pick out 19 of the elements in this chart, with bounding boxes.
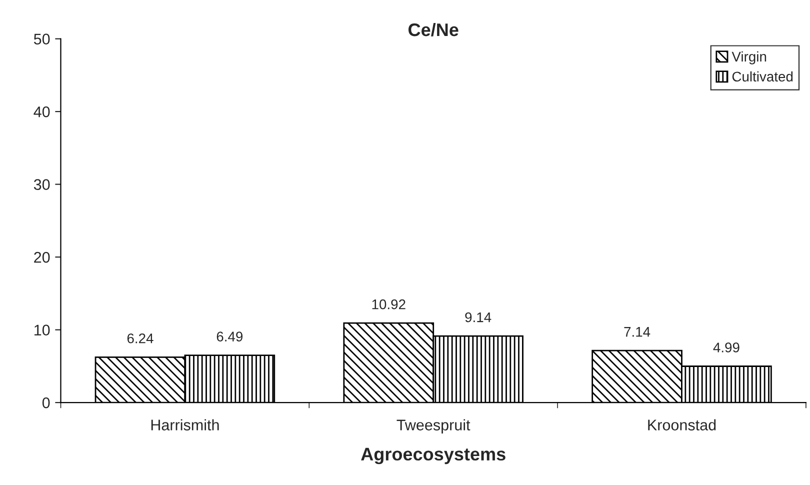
data-label: 7.14 (624, 327, 650, 337)
y-tick-label: 10 (34, 324, 50, 336)
x-tick-label: Harrismith (151, 419, 219, 430)
y-tick-label: 40 (34, 106, 50, 118)
data-label: 9.14 (465, 312, 492, 322)
x-tick-label: Tweespruit (396, 419, 470, 434)
legend-label: Cultivated (732, 71, 793, 82)
y-tick-label: 0 (42, 397, 50, 408)
y-tick-label: 20 (34, 252, 50, 263)
data-label: 6.49 (216, 332, 243, 342)
x-tick-label: Kroonstad (648, 419, 716, 430)
x-axis-title: Agroecosystems (361, 448, 506, 464)
data-label: 4.99 (713, 342, 740, 352)
data-label: 6.24 (127, 333, 154, 344)
y-tick-label: 30 (34, 179, 50, 190)
data-label: 10.92 (372, 299, 406, 310)
chart-title: Ce/Ne (408, 22, 458, 36)
legend-label: Virgin (732, 51, 766, 64)
y-tick-label: 50 (34, 34, 50, 44)
